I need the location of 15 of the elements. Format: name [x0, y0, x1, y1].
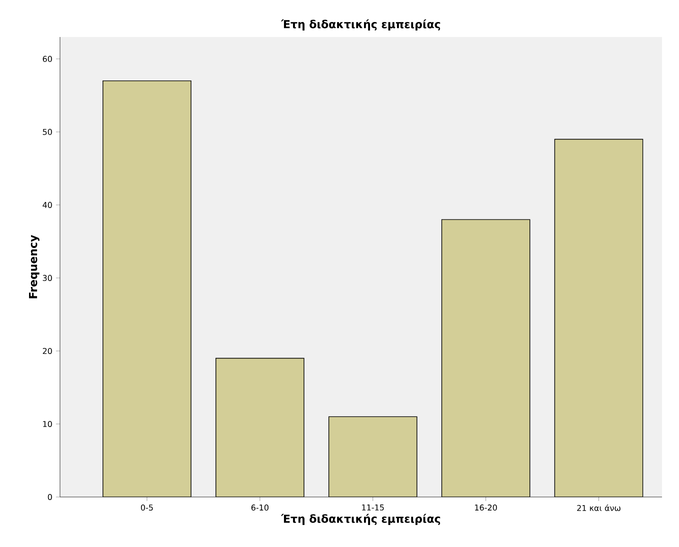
y-tick-label: 20 — [42, 348, 52, 354]
x-tick-label: 16-20 — [475, 504, 497, 511]
y-tick-label: 40 — [42, 202, 52, 208]
y-tick-label: 30 — [42, 274, 52, 281]
y-axis-title: Frequency — [29, 235, 40, 298]
y-tick-label: 60 — [42, 56, 52, 62]
chart-title: Έτη διδακτικής εμπειρίας — [280, 19, 440, 30]
y-tick-label: 10 — [43, 420, 52, 428]
x-tick-label: 11-15 — [362, 504, 384, 510]
y-tick-label: 50 — [42, 128, 52, 135]
y-tick-label: 0 — [48, 494, 52, 500]
x-tick-label: 21 και άνω — [577, 504, 620, 512]
x-tick-label: 6-10 — [251, 504, 268, 511]
x-axis-title: Έτη διδακτικής εμπειρίας — [280, 514, 440, 525]
x-tick-label: 0-5 — [140, 504, 153, 511]
